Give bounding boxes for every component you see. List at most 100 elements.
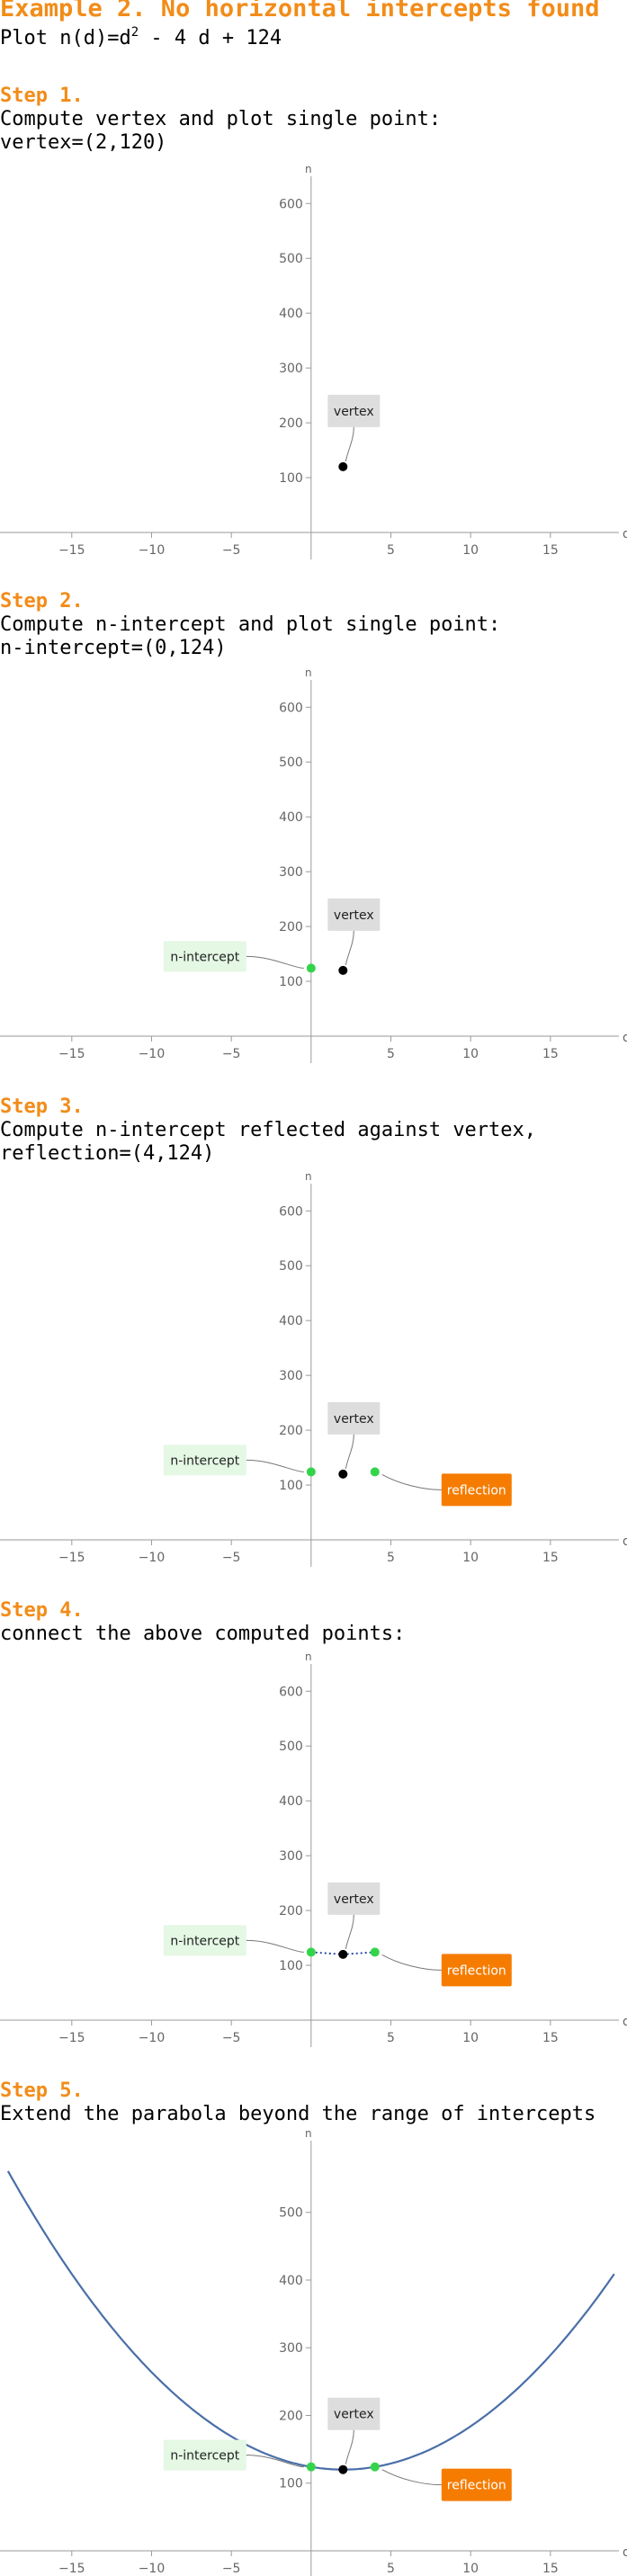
y-tick-label: 200 [279, 416, 303, 431]
y-tick-label: 200 [279, 2409, 303, 2423]
vertex-label-box [327, 394, 381, 427]
y-tick-label: 400 [279, 2274, 303, 2288]
vertex-label-box [327, 1882, 381, 1915]
reflection-label-box [441, 1954, 512, 1987]
vertex-point [338, 965, 348, 975]
n-intercept-label-box [163, 1445, 246, 1476]
step-4-title: Step 4. [0, 1599, 84, 1622]
reflection-point [370, 2462, 380, 2472]
vertex-leader-line [345, 426, 354, 461]
step-1-line-2: vertex=(2,120) [0, 131, 167, 154]
y-tick-label: 300 [279, 1369, 303, 1383]
reflection-point [370, 1467, 380, 1477]
vertex-label-box [327, 898, 381, 931]
y-tick-label: 400 [279, 307, 303, 321]
vertex-point [338, 1469, 348, 1479]
x-axis-label: d [623, 1031, 627, 1045]
x-tick-label: 5 [387, 1047, 395, 1061]
x-tick-label: −5 [222, 1551, 241, 1565]
n-intercept-point [306, 1947, 316, 1957]
vertex-label-box [327, 1401, 381, 1435]
x-tick-label: 5 [387, 2562, 395, 2576]
x-tick-label: −15 [58, 2562, 85, 2576]
step-3-line-1: Compute n-intercept reflected against ve… [0, 1119, 537, 1141]
y-tick-label: 100 [279, 2477, 303, 2491]
x-tick-label: −5 [222, 1047, 241, 1061]
vertex-leader-line [345, 1914, 354, 1949]
x-tick-label: −5 [222, 543, 241, 558]
vertex-label-box [327, 2397, 381, 2430]
y-tick-label: 500 [279, 2206, 303, 2221]
x-axis-label: d [623, 527, 627, 541]
step-1-line-1: Compute vertex and plot single point: [0, 108, 442, 130]
plot-function-line: Plot n(d)=d2 - 4 d + 124 [0, 25, 282, 49]
x-tick-label: 15 [542, 543, 559, 558]
y-tick-label: 100 [279, 1479, 303, 1493]
y-tick-label: 300 [279, 362, 303, 376]
y-tick-label: 500 [279, 756, 303, 770]
y-tick-label: 600 [279, 1204, 303, 1219]
x-tick-label: 5 [387, 2031, 395, 2045]
n-intercept-point [306, 963, 316, 973]
y-tick-label: 400 [279, 1314, 303, 1328]
n-intercept-label-text: n-intercept [170, 950, 239, 964]
plot-suffix: - 4 d + 124 [139, 27, 282, 49]
page-title: Example 2. No horizontal intercepts foun… [0, 0, 600, 22]
x-tick-label: −5 [222, 2031, 241, 2045]
vertex-leader-line [345, 930, 354, 965]
reflection-label-box [441, 1473, 512, 1507]
chart-step-1: d n −15 −10 −5 5 10 15 100 200 300 400 500 600 vertex [0, 163, 627, 559]
chart-step-4: d n −15 −10 −5 5 10 15 100 200 300 400 500 600 vertex n… [0, 1650, 627, 2047]
step-2-line-2: n-intercept=(0,124) [0, 637, 227, 659]
x-tick-label: 10 [462, 1551, 479, 1565]
y-tick-label: 100 [279, 975, 303, 989]
y-axis-label: n [305, 666, 312, 679]
reflection-leader-line [381, 1473, 442, 1490]
x-tick-label: 15 [542, 2562, 559, 2576]
y-tick-label: 300 [279, 1849, 303, 1864]
vertex-label-text: vertex [334, 908, 374, 923]
y-tick-label: 200 [279, 1424, 303, 1438]
x-tick-label: 5 [387, 543, 395, 558]
x-tick-label: 10 [462, 1047, 479, 1061]
y-tick-label: 200 [279, 920, 303, 935]
reflection-label-text: reflection [447, 1963, 506, 1978]
y-tick-label: 100 [279, 1959, 303, 1973]
n-intercept-label-box [163, 1925, 246, 1956]
reflection-point [370, 1947, 380, 1957]
x-tick-label: −15 [58, 543, 85, 558]
x-tick-label: −10 [139, 1047, 166, 1061]
x-tick-label: −15 [58, 1047, 85, 1061]
step-2-line-1: Compute n-intercept and plot single poin… [0, 613, 501, 636]
vertex-point [338, 461, 348, 471]
plot-exponent: 2 [130, 25, 139, 40]
chart-step-3: d n −15 −10 −5 5 10 15 100 200 300 400 500 600 vertex n… [0, 1170, 627, 1567]
step-1-title: Step 1. [0, 85, 84, 107]
n-intercept-leader-line [246, 1459, 304, 1472]
x-tick-label: 5 [387, 1551, 395, 1565]
x-tick-label: −15 [58, 1551, 85, 1565]
x-axis-label: d [623, 1534, 627, 1549]
x-axis-label: d [623, 2545, 627, 2560]
n-intercept-leader-line [246, 2455, 304, 2468]
n-intercept-leader-line [246, 955, 304, 969]
vertex-label-text: vertex [334, 1892, 374, 1907]
n-intercept-leader-line [246, 1939, 304, 1953]
vertex-point [338, 2464, 348, 2474]
reflection-leader-line [381, 2469, 442, 2486]
y-tick-label: 400 [279, 1794, 303, 1809]
n-intercept-label-text: n-intercept [170, 1934, 239, 1948]
y-tick-label: 600 [279, 1685, 303, 1699]
y-axis-label: n [305, 1650, 312, 1663]
n-intercept-label-box [163, 2439, 246, 2471]
x-tick-label: −10 [139, 2031, 166, 2045]
x-tick-label: 10 [462, 2562, 479, 2576]
y-tick-label: 500 [279, 1740, 303, 1754]
n-intercept-point [306, 2462, 316, 2472]
vertex-label-text: vertex [334, 1412, 374, 1427]
step-3-title: Step 3. [0, 1096, 84, 1118]
reflection-leader-line [381, 1954, 442, 1971]
y-tick-label: 600 [279, 701, 303, 715]
vertex-label-text: vertex [334, 405, 374, 419]
vertex-label-text: vertex [334, 2408, 374, 2422]
